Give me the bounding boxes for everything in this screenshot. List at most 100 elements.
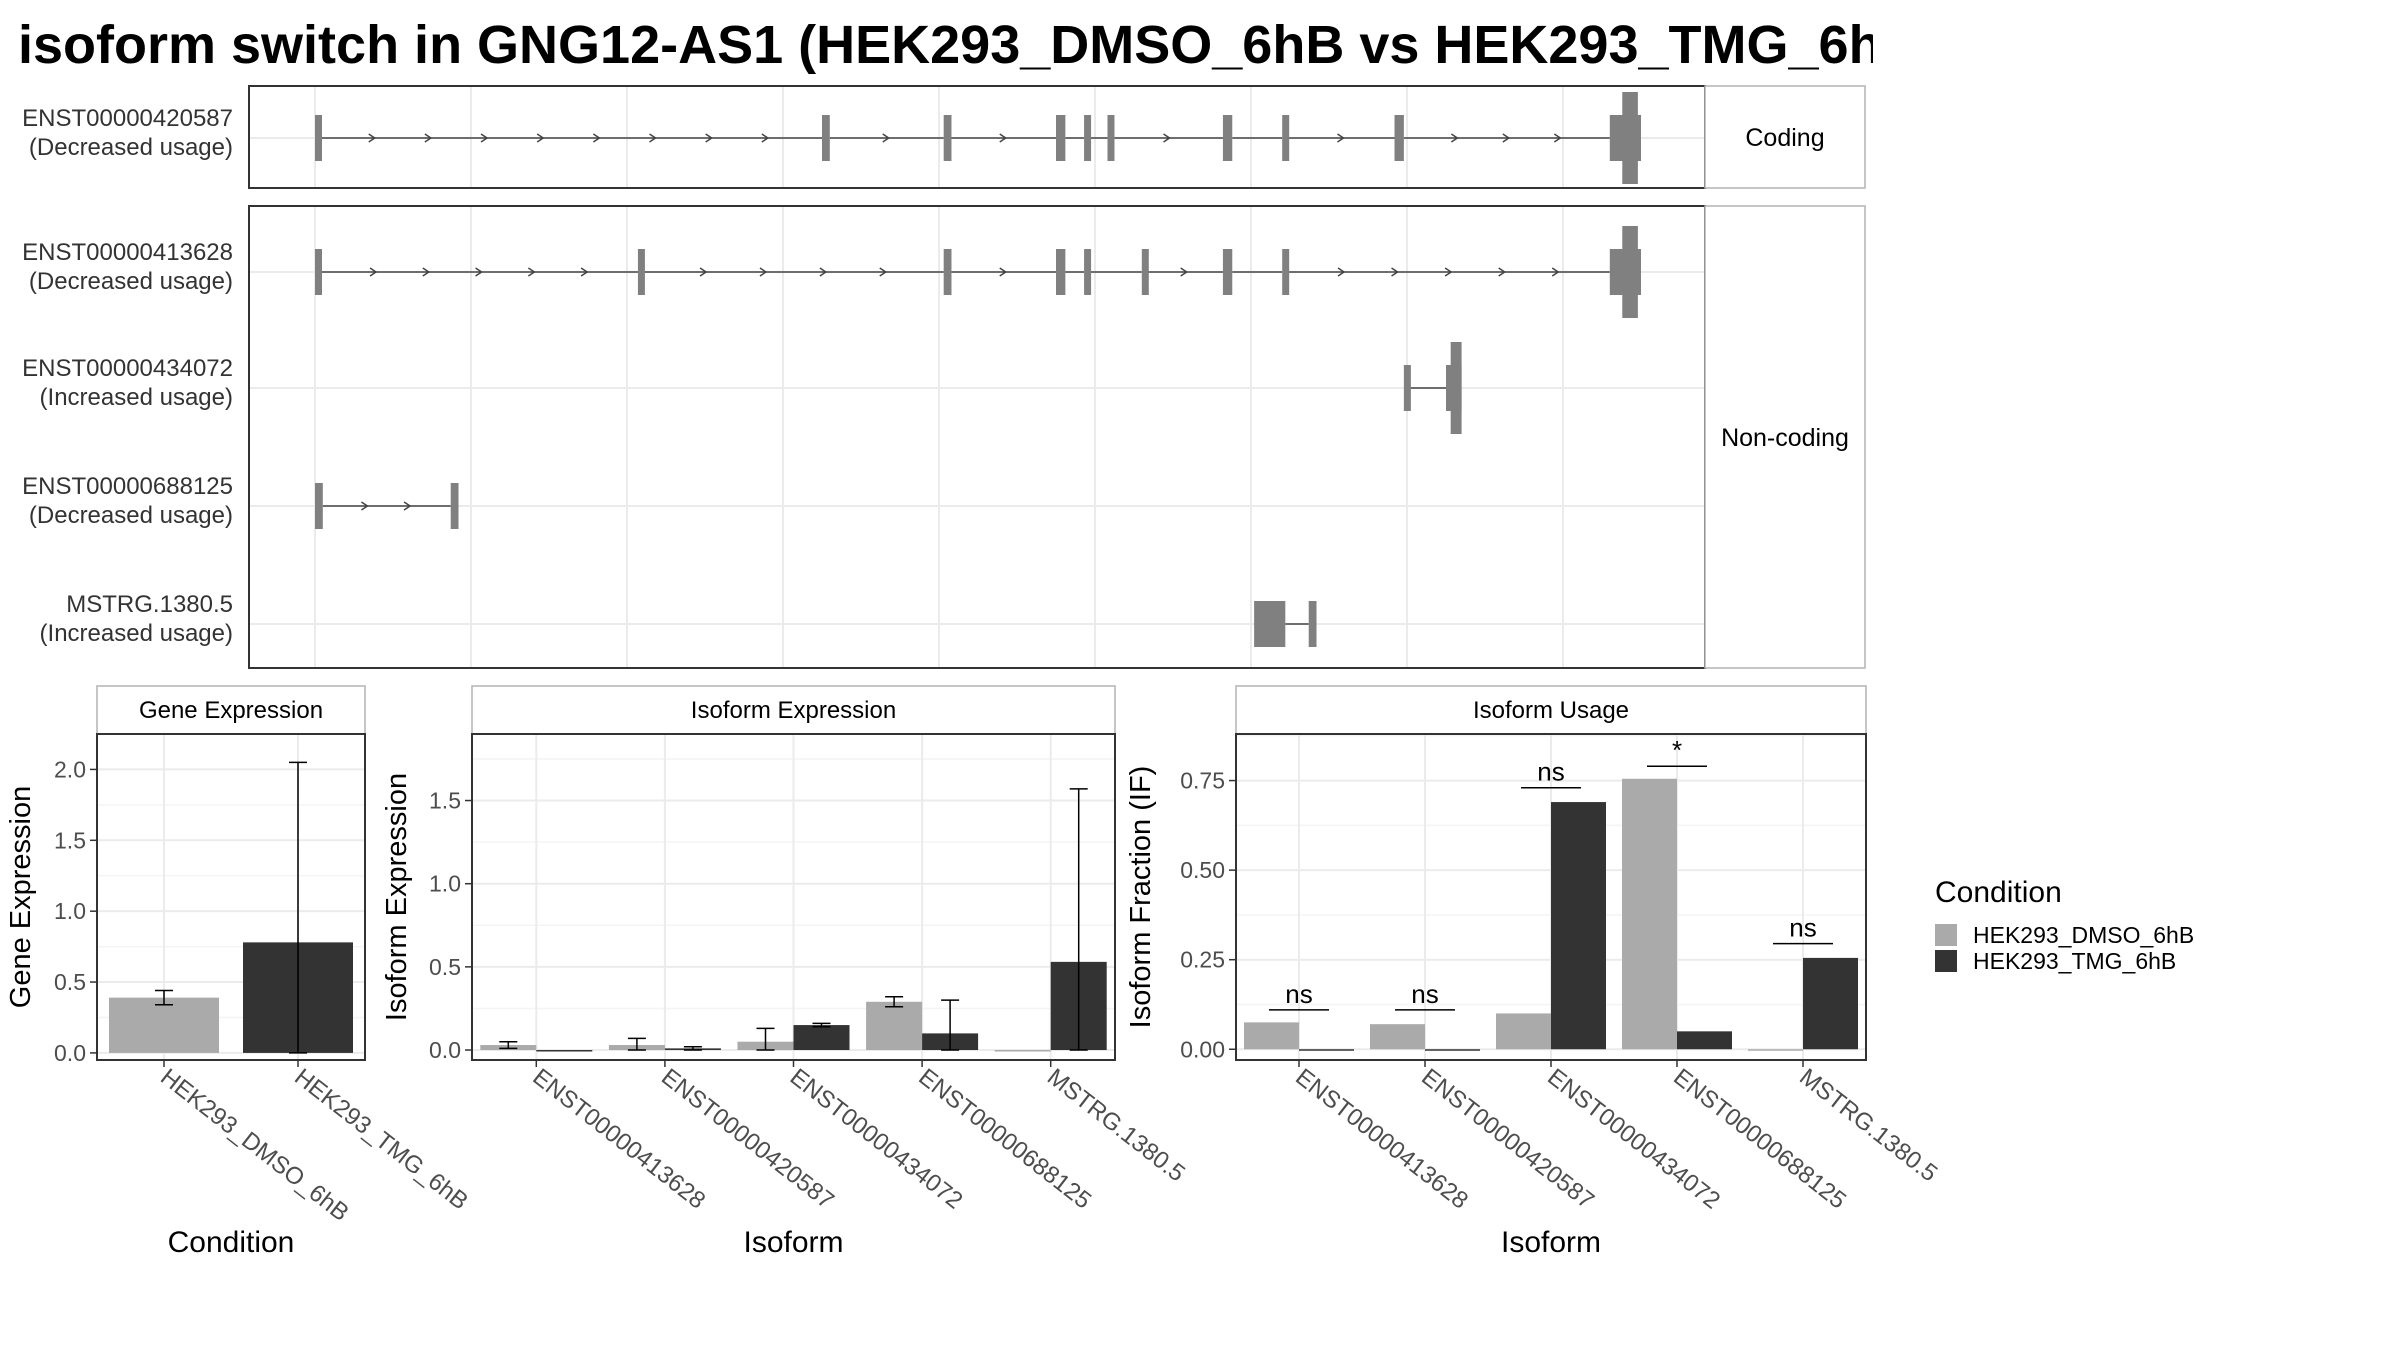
- panel-strip: [96, 685, 366, 735]
- y-tick-label: 0.0: [429, 1037, 461, 1063]
- transcript-label: MSTRG.1380.5: [66, 591, 233, 618]
- y-axis-title: Isoform Fraction (IF): [1125, 766, 1157, 1029]
- exon-block: [1222, 249, 1233, 295]
- exon-block: [315, 115, 322, 161]
- exon-block: [1282, 249, 1290, 295]
- cds-block: [1622, 226, 1638, 318]
- significance-label: ns: [1789, 913, 1816, 943]
- intron-arrow: [369, 267, 378, 277]
- bar: [1244, 1022, 1299, 1050]
- intron-arrow: [1391, 267, 1399, 277]
- strip-label: Coding: [1745, 124, 1824, 152]
- bar: [866, 1001, 923, 1051]
- exon-block: [637, 249, 645, 295]
- exon-block: [822, 115, 830, 161]
- strip-label: Non-coding: [1721, 424, 1849, 452]
- significance-label: ns: [1537, 757, 1564, 787]
- intron-arrow: [1180, 267, 1189, 277]
- exon-block: [1084, 249, 1092, 295]
- intron-arrow: [1337, 267, 1346, 277]
- intron-arrow: [1163, 133, 1171, 143]
- intron-arrow: [1502, 133, 1511, 143]
- intron-arrow: [424, 133, 433, 143]
- panel-border: [96, 733, 366, 1061]
- y-tick-label: 1.0: [54, 898, 86, 924]
- panel-strip: [1235, 685, 1867, 735]
- exon-block: [943, 115, 952, 161]
- transcript-label-usage: (Increased usage): [40, 620, 233, 647]
- strip-box: [1704, 85, 1866, 189]
- exon-block: [1056, 115, 1066, 161]
- panel-strip-label: Isoform Usage: [1473, 697, 1629, 724]
- significance-label: ns: [1411, 979, 1438, 1009]
- cds-block: [1450, 342, 1462, 434]
- legend-key-dmso: [1935, 924, 1957, 946]
- intron-arrow: [361, 501, 369, 511]
- intron-arrow: [475, 267, 483, 277]
- exon-block: [1107, 115, 1115, 161]
- y-axis-title: Isoform Expression: [381, 773, 413, 1021]
- y-tick-label: 1.5: [429, 788, 461, 814]
- y-tick-label: 0.5: [429, 954, 461, 980]
- intron-arrow: [759, 267, 768, 277]
- bar: [536, 1050, 593, 1052]
- transcript-label: ENST00000434072: [22, 355, 233, 382]
- exon-block: [315, 483, 323, 529]
- intron-arrow: [480, 133, 489, 143]
- cds-block: [1622, 92, 1638, 184]
- bar: [1299, 1049, 1354, 1051]
- intron-arrow: [879, 267, 888, 277]
- bar: [1551, 802, 1606, 1050]
- y-tick-label: 0.50: [1180, 857, 1225, 883]
- y-axis-title: Gene Expression: [5, 786, 37, 1008]
- intron-arrow: [999, 133, 1008, 143]
- panel-strip-label: Isoform Expression: [691, 697, 896, 724]
- intron-arrow: [368, 133, 377, 143]
- exon-block: [1282, 115, 1290, 161]
- intron-arrow: [649, 133, 657, 143]
- intron-arrow: [403, 501, 412, 511]
- legend-title: Condition: [1935, 876, 2062, 909]
- exon-block: [943, 249, 952, 295]
- legend: Condition HEK293_DMSO_6hB HEK293_TMG_6hB: [1935, 876, 2194, 974]
- exon-block: [1254, 601, 1286, 647]
- bar: [1370, 1024, 1425, 1050]
- transcript-label-usage: (Decreased usage): [29, 268, 233, 295]
- transcript-label-usage: (Decreased usage): [29, 502, 233, 529]
- chart-title: isoform switch in GNG12-AS1 (HEK293_DMSO…: [18, 15, 1873, 75]
- exon-block: [1141, 249, 1149, 295]
- legend-label-tmg: HEK293_TMG_6hB: [1973, 948, 2176, 974]
- intron-arrow: [422, 267, 431, 277]
- exon-block: [315, 249, 322, 295]
- transcript-label: ENST00000420587: [22, 105, 233, 132]
- bar: [1496, 1013, 1551, 1050]
- exon-block: [1056, 249, 1066, 295]
- transcript-label: ENST00000688125: [22, 473, 233, 500]
- intron-arrow: [1553, 133, 1562, 143]
- intron-arrow: [580, 267, 589, 277]
- transcript-label: ENST00000413628: [22, 239, 233, 266]
- structure-panel-bg: [249, 206, 1705, 668]
- intron-arrow: [1450, 133, 1459, 143]
- y-tick-label: 1.5: [54, 827, 86, 853]
- y-tick-label: 2.0: [54, 756, 86, 782]
- exon-block: [450, 483, 459, 529]
- intron-arrow: [527, 267, 536, 277]
- exon-block: [1084, 115, 1092, 161]
- isoform-expression-panel: Isoform Expression0.00.51.01.5ENST000004…: [381, 685, 1190, 1259]
- bar: [793, 1025, 850, 1051]
- bar: [1748, 1049, 1803, 1051]
- legend-key-tmg: [1935, 950, 1957, 972]
- intron-arrow: [882, 133, 891, 143]
- bar: [1803, 957, 1858, 1050]
- x-axis-title: Isoform: [743, 1226, 843, 1259]
- bar: [994, 1050, 1051, 1052]
- bar: [1677, 1031, 1732, 1050]
- intron-arrow: [592, 133, 601, 143]
- bar: [109, 997, 219, 1053]
- intron-arrow: [1337, 133, 1345, 143]
- panel-strip-label: Gene Expression: [139, 697, 323, 724]
- y-tick-label: 0.5: [54, 969, 86, 995]
- strip-box: [1704, 205, 1866, 669]
